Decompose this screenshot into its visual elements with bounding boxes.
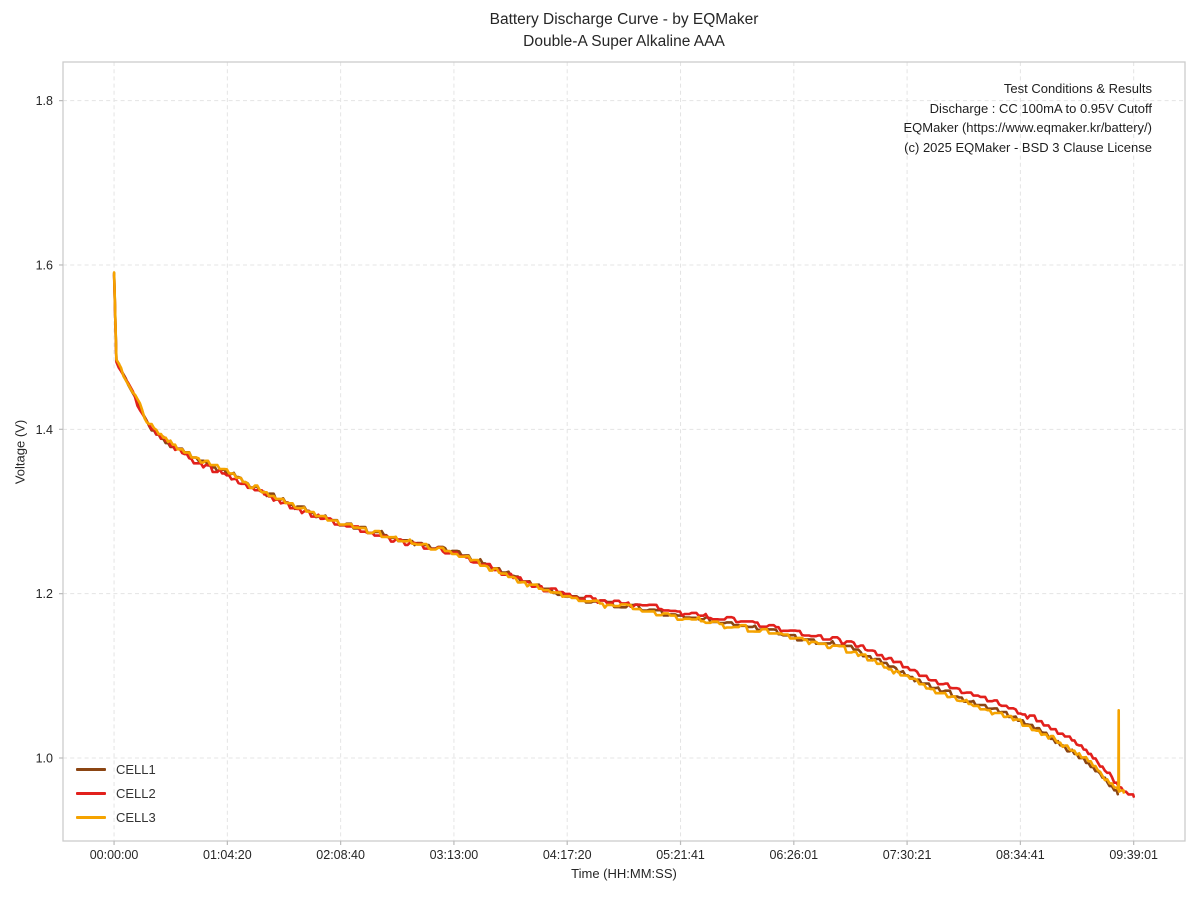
x-tick-label: 08:34:41 (996, 848, 1045, 862)
x-tick-label: 06:26:01 (769, 848, 818, 862)
legend-swatch (76, 768, 106, 771)
y-tick-label: 1.2 (36, 587, 53, 601)
legend-item-cell2: CELL2 (76, 786, 156, 801)
x-tick-label: 00:00:00 (90, 848, 139, 862)
legend-item-cell1: CELL1 (76, 762, 156, 777)
y-tick-label: 1.6 (36, 258, 53, 272)
legend-swatch (76, 792, 106, 795)
x-tick-label: 03:13:00 (430, 848, 479, 862)
legend-label: CELL3 (116, 810, 156, 825)
x-axis-label: Time (HH:MM:SS) (571, 866, 677, 881)
y-tick-label: 1.8 (36, 94, 53, 108)
legend-item-cell3: CELL3 (76, 810, 156, 825)
legend-label: CELL2 (116, 786, 156, 801)
chart-subtitle: Double-A Super Alkaline AAA (523, 33, 725, 50)
y-tick-label: 1.0 (36, 752, 53, 766)
annotation-line: Test Conditions & Results (1003, 81, 1152, 96)
x-tick-label: 01:04:20 (203, 848, 252, 862)
annotation-box: Test Conditions & Results Discharge : CC… (903, 79, 1152, 157)
x-tick-label: 02:08:40 (316, 848, 365, 862)
chart-title: Battery Discharge Curve - by EQMaker (489, 11, 759, 28)
legend-swatch (76, 816, 106, 819)
plot-border (62, 61, 1186, 842)
series-line-cell1 (112, 271, 1120, 796)
annotation-line: EQMaker (https://www.eqmaker.kr/battery/… (903, 120, 1152, 135)
x-tick-label: 09:39:01 (1109, 848, 1158, 862)
x-tick-label: 04:17:20 (543, 848, 592, 862)
series-line-cell2 (112, 273, 1135, 798)
annotation-line: (c) 2025 EQMaker - BSD 3 Clause License (904, 139, 1152, 155)
legend-label: CELL1 (116, 762, 156, 777)
series-line-cell3 (112, 271, 1125, 794)
y-axis-label: Voltage (V) (12, 419, 28, 485)
annotation-line: Discharge : CC 100mA to 0.95V Cutoff (929, 100, 1152, 116)
y-tick-label: 1.4 (36, 423, 53, 437)
x-tick-label: 05:21:41 (656, 848, 705, 862)
legend: CELL1 CELL2 CELL3 (76, 762, 156, 825)
x-tick-label: 07:30:21 (883, 848, 932, 862)
